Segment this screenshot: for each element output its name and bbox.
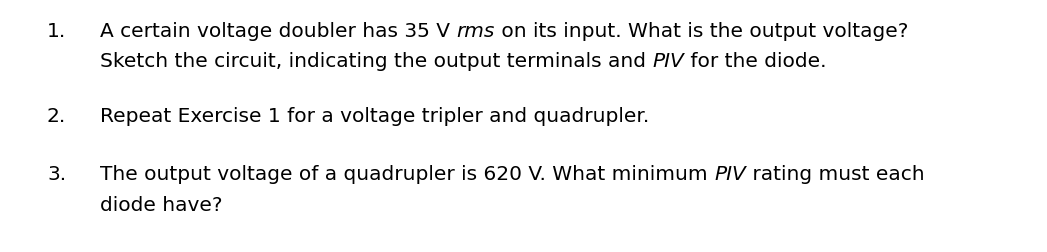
Text: rating must each: rating must each — [745, 165, 925, 184]
Text: PIV: PIV — [714, 165, 745, 184]
Text: on its input. What is the output voltage?: on its input. What is the output voltage… — [495, 22, 908, 41]
Text: 1.: 1. — [47, 22, 66, 41]
Text: Sketch the circuit, indicating the output terminals and: Sketch the circuit, indicating the outpu… — [101, 52, 652, 71]
Text: A certain voltage doubler has 35 V: A certain voltage doubler has 35 V — [101, 22, 456, 41]
Text: for the diode.: for the diode. — [684, 52, 827, 71]
Text: diode have?: diode have? — [101, 196, 223, 215]
Text: 2.: 2. — [47, 107, 66, 126]
Text: 3.: 3. — [47, 165, 66, 184]
Text: PIV: PIV — [652, 52, 684, 71]
Text: The output voltage of a quadrupler is 620 V. What minimum: The output voltage of a quadrupler is 62… — [101, 165, 714, 184]
Text: Repeat Exercise 1 for a voltage tripler and quadrupler.: Repeat Exercise 1 for a voltage tripler … — [101, 107, 649, 126]
Text: rms: rms — [456, 22, 495, 41]
